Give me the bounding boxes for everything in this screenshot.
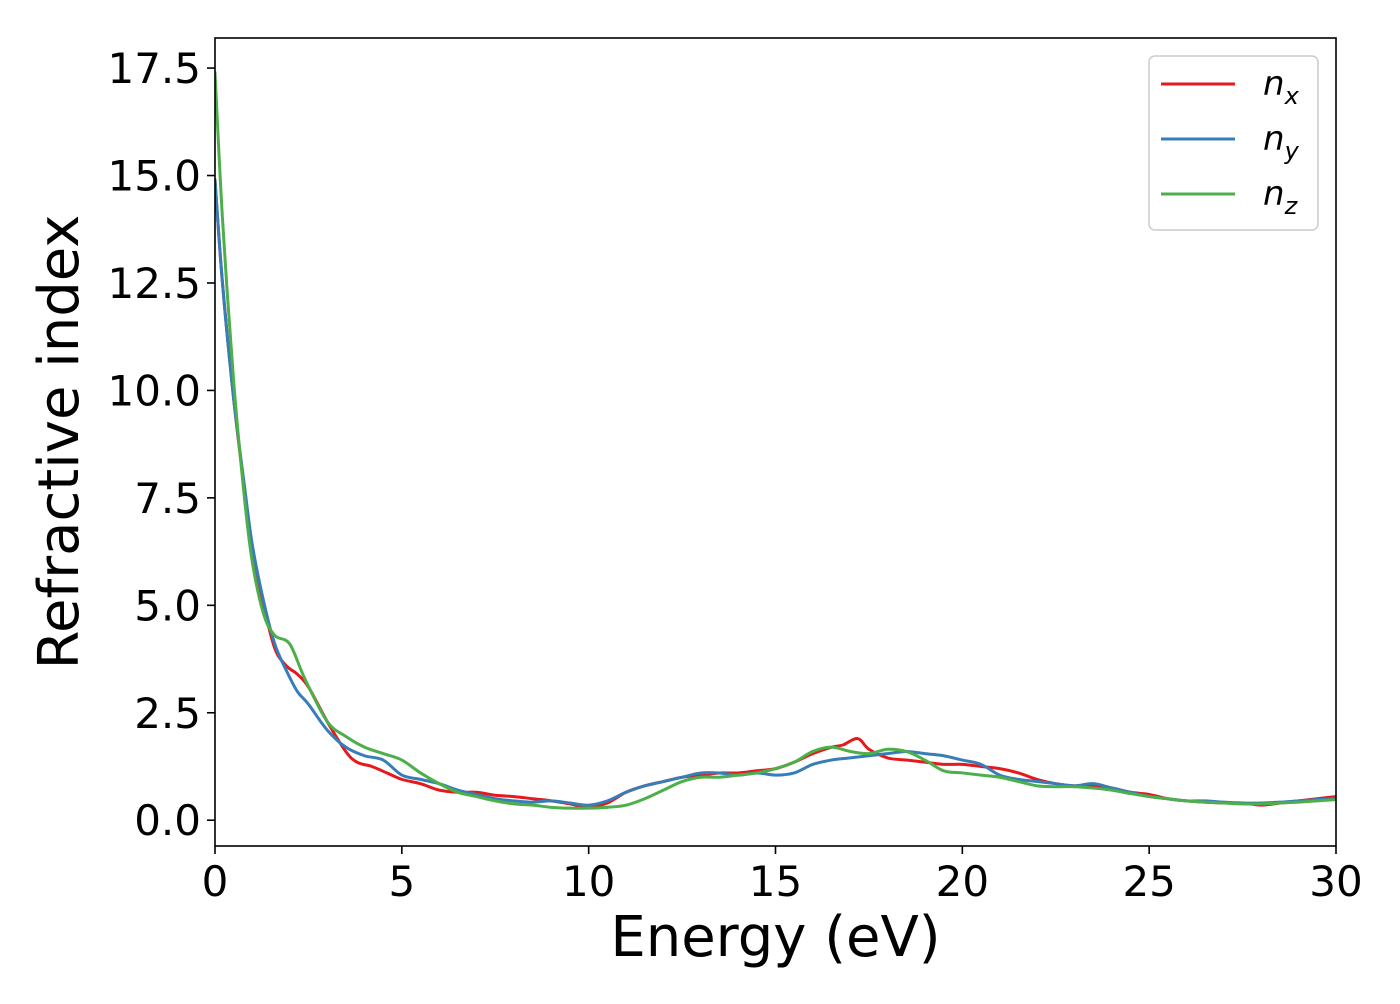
- legend-label-x: nx: [1263, 64, 1300, 110]
- x-tick-label: 30: [1309, 857, 1362, 906]
- series-line-n-x: [215, 178, 1336, 809]
- x-axis-label: Energy (eV): [610, 905, 940, 970]
- y-tick-label: 12.5: [107, 259, 201, 308]
- y-tick-label: 0.0: [134, 796, 201, 845]
- series-layer: [215, 70, 1336, 810]
- y-tick-label: 7.5: [134, 474, 201, 523]
- y-tick-label: 10.0: [107, 366, 201, 415]
- y-tick-label: 15.0: [107, 152, 201, 201]
- series-line-n-y: [215, 178, 1336, 807]
- x-axis-ticks: 0 5 10 15 20 25 30: [202, 846, 1363, 906]
- y-tick-label: 2.5: [134, 689, 201, 738]
- x-tick-label: 0: [202, 857, 229, 906]
- y-axis-ticks: 0.0 2.5 5.0 7.5 10.0 12.5 15.0 17.5: [107, 44, 215, 845]
- legend-label-y: ny: [1263, 119, 1300, 165]
- legend-box: [1148, 55, 1319, 231]
- x-tick-label: 20: [936, 857, 989, 906]
- series-line-n-z: [215, 70, 1336, 810]
- legend: nx ny nz: [1148, 55, 1319, 231]
- x-tick-label: 5: [388, 857, 415, 906]
- x-tick-label: 25: [1122, 857, 1175, 906]
- x-tick-label: 15: [749, 857, 802, 906]
- x-tick-label: 10: [562, 857, 615, 906]
- y-tick-label: 5.0: [134, 581, 201, 630]
- y-axis-label: Refractive index: [27, 215, 92, 670]
- y-tick-label: 17.5: [107, 44, 201, 93]
- legend-label-z: nz: [1263, 174, 1299, 220]
